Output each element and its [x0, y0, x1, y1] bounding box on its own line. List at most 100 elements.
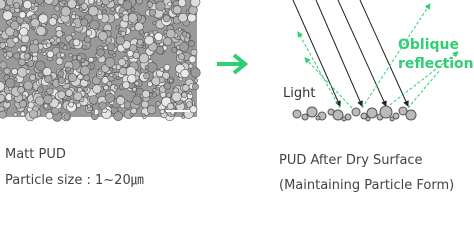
sem-grain: [190, 67, 201, 78]
reflection-rays: [297, 3, 459, 109]
sem-grain: [18, 58, 26, 66]
sem-grain: [190, 0, 201, 8]
sem-grain: [13, 52, 21, 60]
sem-grain: [171, 91, 182, 102]
particle: [365, 116, 371, 122]
sem-grain: [29, 74, 37, 81]
sem-grain: [0, 42, 7, 49]
sem-grain: [38, 13, 49, 24]
sem-grain: [119, 12, 124, 18]
reflection-label: Oblique: [398, 37, 459, 53]
sem-grain: [155, 101, 161, 107]
sem-grain: [83, 74, 90, 82]
sem-grain: [141, 113, 146, 118]
sem-grain: [120, 30, 126, 37]
particle: [360, 112, 368, 120]
sem-grain: [162, 14, 171, 23]
particle: [332, 109, 344, 121]
right-caption: (Maintaining Particle Form): [279, 178, 454, 193]
sem-grain: [151, 76, 161, 86]
particle: [306, 106, 318, 118]
sem-grain: [115, 35, 125, 46]
sem-grain: [3, 67, 11, 75]
sem-grain: [54, 5, 60, 12]
sem-grain: [44, 0, 54, 5]
sem-grain: [0, 70, 3, 75]
sem-grain: [79, 65, 91, 76]
sem-grain: [36, 86, 44, 93]
page: Light Oblique reflection Matt PUD Partic…: [0, 0, 474, 193]
sem-grain: [163, 37, 172, 46]
sem-grain: [134, 80, 140, 86]
sem-grain: [112, 73, 118, 79]
sem-grain: [10, 94, 16, 99]
sem-grain: [132, 51, 140, 60]
sem-grain: [55, 37, 62, 44]
sem-grain: [30, 18, 40, 28]
diagram: Light Oblique reflection Matt PUD Partic…: [0, 0, 474, 193]
sem-grain: [32, 39, 39, 46]
sem-grain: [127, 12, 138, 23]
sem-grain: [106, 80, 113, 87]
sem-grain: [49, 37, 55, 44]
sem-grain: [96, 13, 104, 20]
sem-grain: [67, 73, 77, 83]
sem-grain: [70, 31, 76, 37]
sem-grain: [130, 7, 136, 13]
sem-grain: [11, 68, 18, 75]
sem-grain: [0, 0, 6, 10]
sem-grain: [46, 50, 54, 58]
sem-grain: [178, 13, 188, 23]
sem-grain: [13, 77, 18, 82]
sem-grain: [71, 11, 77, 16]
sem-grain: [75, 5, 80, 10]
sem-grain: [104, 93, 115, 104]
sem-grain: [35, 96, 45, 106]
sem-grain: [55, 30, 63, 38]
sem-grain: [20, 111, 26, 117]
sem-grain: [16, 47, 22, 52]
sem-grain: [117, 0, 125, 5]
sem-grain: [189, 105, 198, 114]
sem-grain: [106, 42, 116, 52]
particle: [389, 116, 395, 122]
sem-grain: [146, 1, 154, 8]
sem-grain: [42, 94, 53, 105]
sem-grain: [152, 21, 157, 26]
sem-grain: [68, 53, 73, 58]
sem-grain: [192, 83, 199, 91]
left-caption: Matt PUD: [5, 147, 66, 162]
sem-grain: [20, 45, 27, 52]
sem-grain: [144, 65, 149, 70]
sem-grain: [101, 3, 105, 8]
sem-grain: [127, 74, 137, 84]
sem-grain: [92, 84, 102, 94]
sem-grain: [13, 2, 21, 9]
sem-grain: [29, 109, 38, 119]
sem-grain: [61, 0, 67, 5]
sem-grain: [76, 55, 82, 61]
sem-grain: [87, 104, 92, 109]
sem-grain: [19, 82, 24, 87]
sem-grain: [118, 66, 128, 76]
sem-grain: [96, 0, 101, 4]
sem-grain: [0, 110, 7, 119]
particle: [341, 116, 347, 122]
left-caption: Particle size : 1~20㎛: [5, 173, 144, 188]
sem-grain: [35, 60, 46, 71]
sem-grain: [181, 91, 188, 98]
sem-grain: [96, 48, 105, 57]
sem-grain: [17, 86, 25, 94]
sem-grain: [172, 5, 182, 15]
sem-grain: [57, 90, 66, 100]
sem-grain: [188, 55, 197, 64]
sem-grain: [130, 107, 137, 115]
sem-grain: [83, 35, 92, 44]
sem-grain: [143, 72, 150, 80]
sem-grain: [43, 103, 49, 109]
sem-grain: [33, 2, 39, 8]
sem-grain: [13, 112, 18, 117]
sem-grain: [44, 74, 53, 84]
sem-grain: [108, 0, 113, 3]
sem-grain: [42, 51, 47, 56]
